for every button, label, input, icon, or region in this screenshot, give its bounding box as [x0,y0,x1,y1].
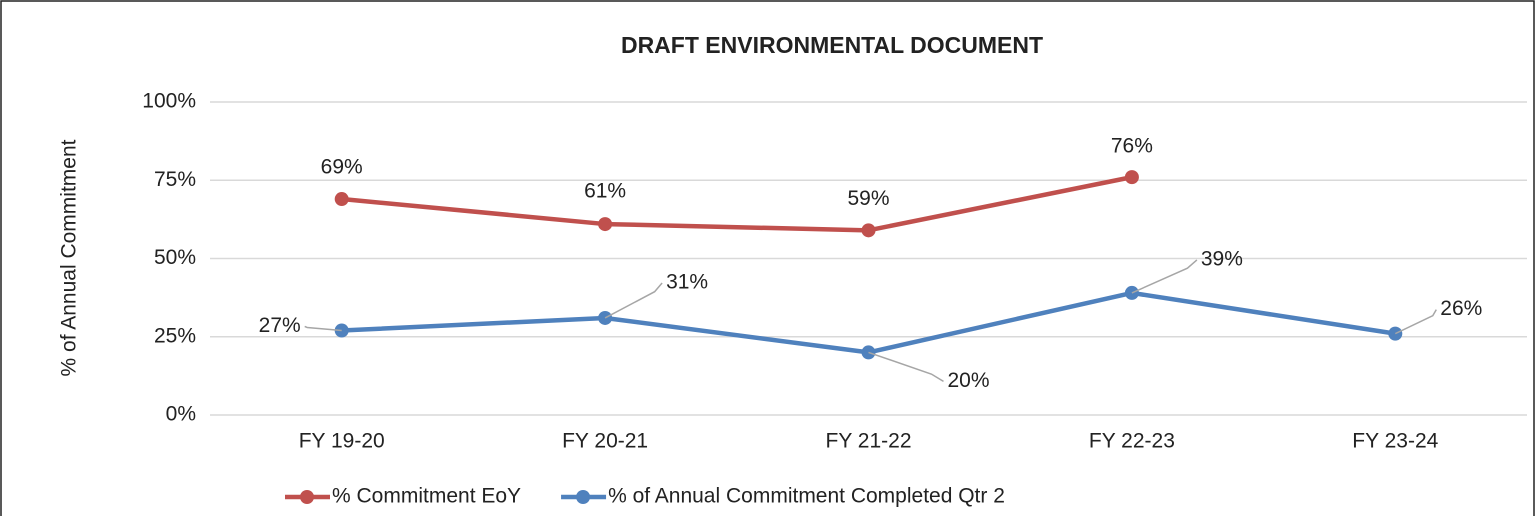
data-label: 76% [1111,135,1153,158]
data-label: 20% [947,369,989,392]
data-label: 59% [847,187,889,210]
legend-label: % Commitment EoY [332,485,521,508]
x-tick-label: FY 23-24 [1352,430,1438,453]
x-tick-label: FY 19-20 [299,430,385,453]
x-tick-label: FY 20-21 [562,430,648,453]
y-tick-label: 25% [154,324,196,347]
leader-line [1394,309,1437,335]
x-tick-label: FY 22-23 [1089,430,1175,453]
data-point [598,217,613,232]
data-label: 39% [1201,247,1243,270]
legend-marker [300,490,314,504]
y-tick-label: 100% [142,90,196,113]
legend-label: % of Annual Commitment Completed Qtr 2 [608,485,1005,508]
series-line [341,174,1133,233]
chart-title: DRAFT ENVIRONMENTAL DOCUMENT [621,32,1043,58]
legend-marker [576,490,591,504]
data-label: 61% [584,180,626,203]
data-label: 27% [259,314,301,337]
leader-line [1131,259,1198,294]
y-tick-label: 50% [154,246,196,269]
leader-line [604,282,663,319]
data-label: 26% [1440,297,1482,320]
leader-line [304,325,342,332]
data-label: 69% [321,156,363,179]
x-tick-label: FY 21-22 [826,430,912,453]
y-tick-label: 0% [166,403,196,426]
data-point [334,192,349,207]
data-label: 31% [666,271,708,294]
leader-line [868,351,944,383]
y-axis-label: % of Annual Commitment [58,139,81,376]
data-point [1124,170,1139,185]
data-point [861,223,876,238]
y-tick-label: 75% [154,168,196,191]
